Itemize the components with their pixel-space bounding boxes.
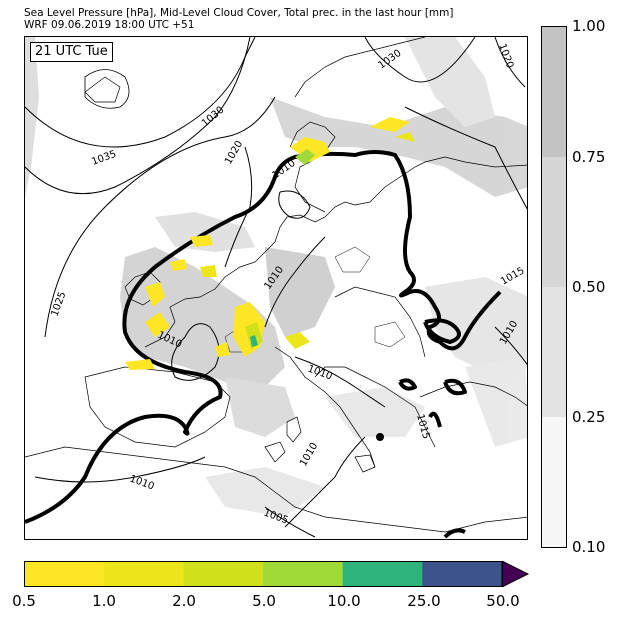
precip-bin [263,561,344,587]
cloud-bin-0 [542,417,566,547]
cloud-tick-label: 1.00 [572,17,606,35]
isobar-1015-thick [25,150,502,539]
time-label: 21 UTC Tue [30,42,113,62]
isobar-label: 1030 [376,48,403,72]
cloud-tick-label: 0.25 [572,408,606,426]
precip-bin [183,561,264,587]
isobar-label: 1030 [200,105,227,130]
cloud-tick-label: 0.75 [572,148,606,166]
precip-tick-label: 10.0 [327,592,361,610]
cloud-bin-3 [542,27,566,157]
precip-tick-label: 1.0 [92,592,116,610]
cloud-tick-label: 0.10 [572,538,606,556]
chart-subtitle: WRF 09.06.2019 18:00 UTC +51 [24,19,195,31]
precip-bin [342,561,423,587]
precip-bin [103,561,184,587]
precip-tick-label: 2.0 [172,592,196,610]
isobar-label: 1015 [499,265,527,287]
cloud-cover-layer [25,37,527,517]
isobar-label: 1010 [128,473,156,492]
map-canvas: 1035 1030 1030 1020 1020 1010 1025 1010 … [25,37,527,539]
precipitation-colorbar [24,561,530,587]
isobar-label: 1010 [298,441,320,469]
isobar-label: 1020 [223,139,245,167]
cloud-tick-label: 0.50 [572,278,606,296]
isobar-label: 1015 [414,413,431,440]
coastlines [25,37,527,533]
precip-tick-label: 5.0 [252,592,276,610]
precipitation-layer [125,117,415,370]
isobar-label: 1010 [306,363,334,382]
cloud-cover-colorbar [541,26,567,548]
isobar-label: 1020 [496,42,515,70]
cloud-bin-1 [542,287,566,417]
precip-tick-label: 25.0 [407,592,441,610]
weather-map: 1035 1030 1030 1020 1020 1010 1025 1010 … [24,36,528,540]
isobars [25,37,527,538]
precip-bin [422,561,503,587]
precip-tick-label: 50.0 [486,592,520,610]
isobar-label: 1035 [90,149,118,168]
chart-title: Sea Level Pressure [hPa], Mid-Level Clou… [24,7,454,19]
cloud-bin-2 [542,157,566,287]
isobar-label: 1025 [49,290,68,318]
precip-bin [24,561,105,587]
precip-tick-label: 0.5 [12,592,36,610]
